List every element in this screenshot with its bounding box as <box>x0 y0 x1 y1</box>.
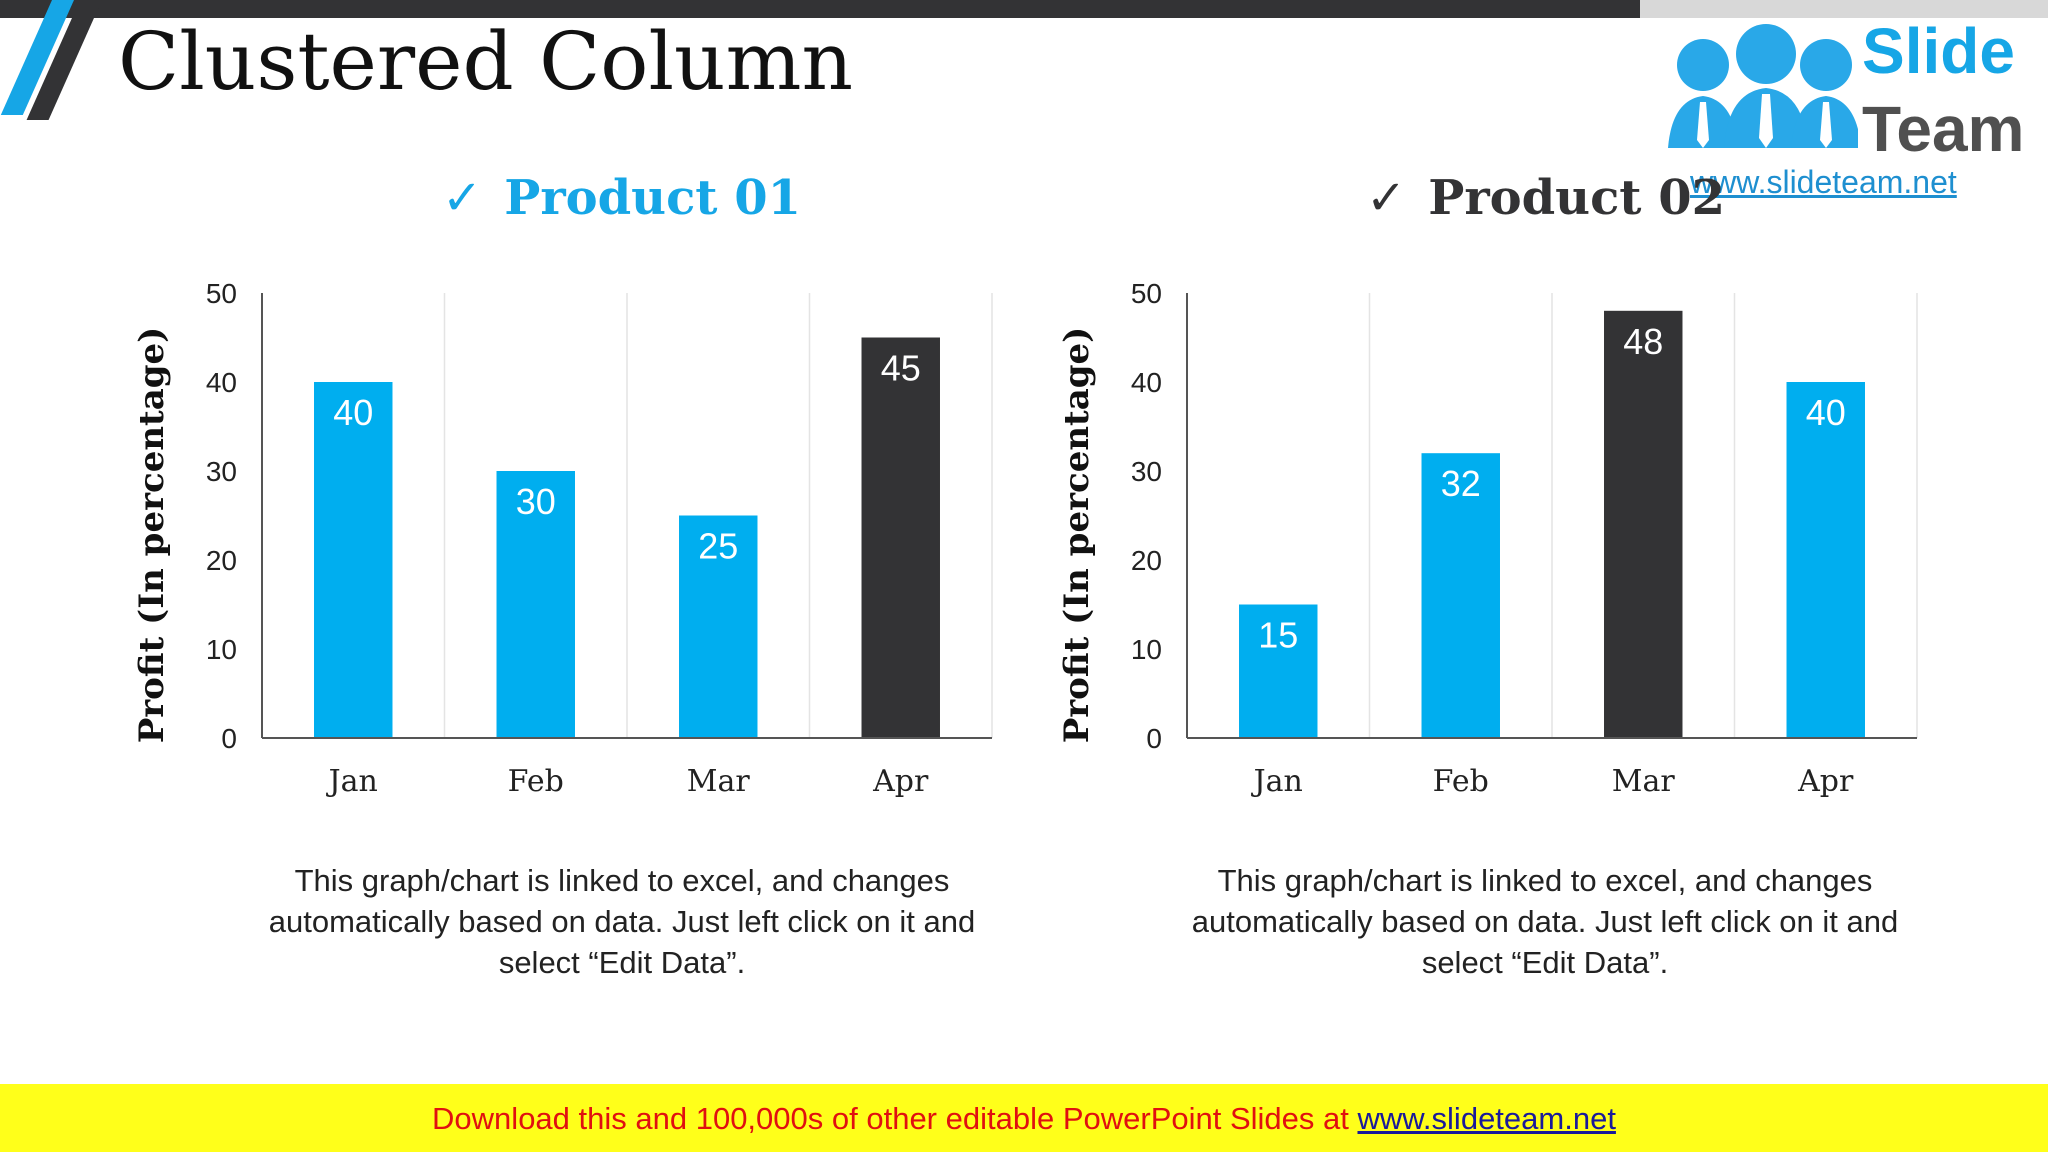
slide-title: Clustered Column <box>118 15 853 108</box>
bar-apr <box>861 337 940 738</box>
y-tick-label: 40 <box>1131 367 1162 398</box>
data-label: 48 <box>1623 321 1663 362</box>
chart-plot: 0 10 20 30 40 50 15 Jan 32 Feb 48 Mar 40 Apr <box>1131 278 1918 799</box>
chart-plot: 0 10 20 30 40 50 40 Jan 30 Feb 25 Mar 45 Apr <box>206 278 993 799</box>
bar-feb <box>1421 453 1500 738</box>
x-tick-label: Jan <box>326 764 378 799</box>
x-tick-label: Mar <box>1612 764 1676 799</box>
bar-mar <box>679 515 758 738</box>
y-tick-label: 50 <box>1131 278 1162 309</box>
slideteam-logo: Slide Team www.slideteam.net <box>1640 0 2048 200</box>
check-icon: ✓ <box>1366 170 1407 226</box>
y-tick-label: 50 <box>206 278 237 309</box>
y-tick-label: 30 <box>206 456 237 487</box>
download-banner: Download this and 100,000s of other edit… <box>0 1084 2048 1152</box>
check-icon: ✓ <box>442 170 483 226</box>
data-label: 30 <box>516 481 556 522</box>
data-label: 15 <box>1258 615 1298 656</box>
y-tick-label: 20 <box>1131 545 1162 576</box>
chart-product-01: Profit (In percentage) 0 10 20 30 40 50 40 Jan 3… <box>120 270 1020 830</box>
product-01-label: Product 01 <box>504 170 801 226</box>
bar-jan <box>314 382 393 738</box>
logo-text-team: Team <box>1862 93 2025 165</box>
bar-mar <box>1604 310 1683 738</box>
banner-text: Download this and 100,000s of other edit… <box>0 1101 2048 1137</box>
data-label: 25 <box>698 526 738 567</box>
caption-product-01: This graph/chart is linked to excel, and… <box>268 863 976 980</box>
logo-url-link[interactable]: www.slideteam.net <box>1690 164 1957 200</box>
x-tick-label: Mar <box>687 764 751 799</box>
data-label: 45 <box>881 348 921 389</box>
data-label: 40 <box>333 392 373 433</box>
top-bar <box>0 0 1640 18</box>
x-tick-label: Feb <box>1433 764 1489 799</box>
caption-product-02: This graph/chart is linked to excel, and… <box>1191 863 1899 980</box>
logo-top-bar <box>1640 0 2048 18</box>
x-tick-label: Apr <box>1797 764 1854 799</box>
y-tick-label: 20 <box>206 545 237 576</box>
people-icon <box>1668 24 1858 148</box>
product-02-label: Product 02 <box>1428 170 1725 226</box>
x-tick-label: Feb <box>508 764 564 799</box>
y-tick-label: 10 <box>206 634 237 665</box>
x-tick-label: Jan <box>1251 764 1303 799</box>
data-label: 32 <box>1441 463 1481 504</box>
x-tick-label: Apr <box>872 764 929 799</box>
logo-text-slide: Slide <box>1862 15 2015 87</box>
product-02-title: ✓ Product 02 <box>1366 170 1725 226</box>
banner-link[interactable]: www.slideteam.net <box>1357 1101 1616 1136</box>
chart-product-02: Profit (In percentage) 0 10 20 30 40 50 15 Jan 3… <box>1045 270 1945 830</box>
bar-apr <box>1786 382 1865 738</box>
y-tick-label: 40 <box>206 367 237 398</box>
data-label: 40 <box>1806 392 1846 433</box>
y-tick-label: 0 <box>1146 723 1162 754</box>
banner-message: Download this and 100,000s of other edit… <box>432 1101 1358 1136</box>
product-01-title: ✓ Product 01 <box>442 170 801 226</box>
y-tick-label: 10 <box>1131 634 1162 665</box>
y-tick-label: 0 <box>221 723 237 754</box>
y-tick-label: 30 <box>1131 456 1162 487</box>
bar-jan <box>1239 604 1318 738</box>
bar-feb <box>496 471 575 738</box>
